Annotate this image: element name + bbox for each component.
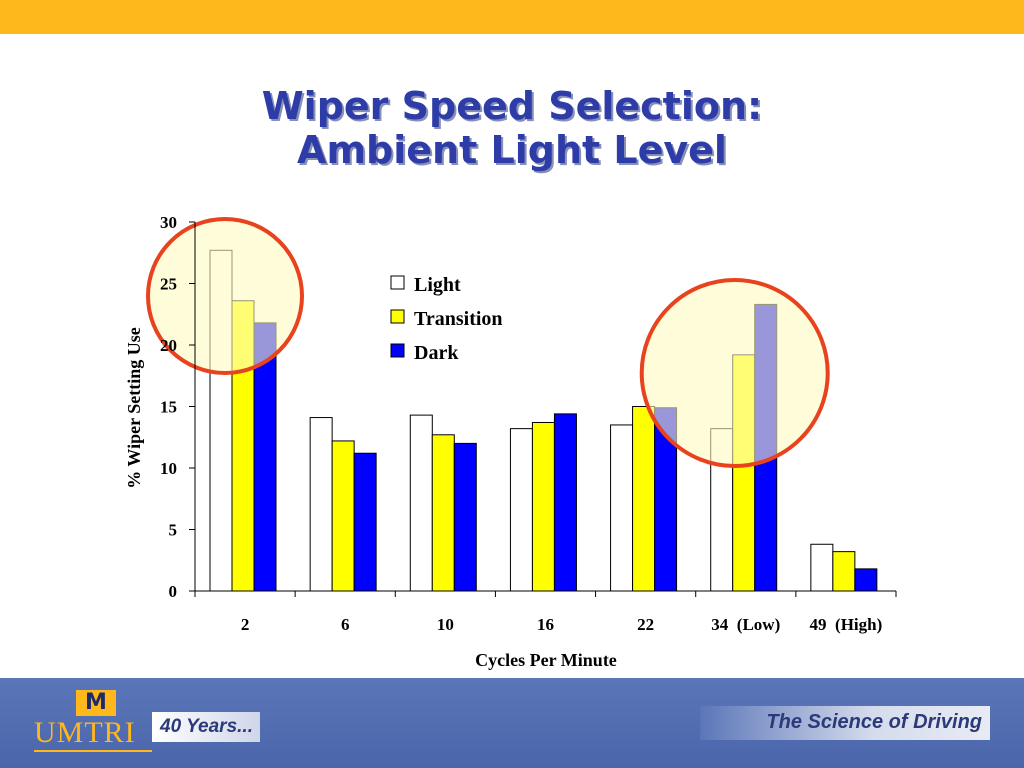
- y-tick-label-25: 25: [160, 275, 177, 294]
- umtri-logo-mark: M: [76, 690, 124, 718]
- logo-underline: [34, 750, 152, 752]
- y-tick-label-10: 10: [160, 459, 177, 478]
- bar-transition-2: [431, 434, 455, 592]
- x-axis-title: Cycles Per Minute: [475, 650, 617, 670]
- bar-transition-4: [632, 406, 656, 592]
- legend-label-dark: Dark: [414, 342, 459, 364]
- highlight-circle-1: [639, 278, 830, 468]
- y-axis-title: % Wiper Setting Use: [124, 327, 144, 489]
- top-accent-bar: [0, 0, 1024, 34]
- slide-title: Wiper Speed Selection: Ambient Light Lev…: [0, 84, 1024, 172]
- bar-dark-3: [553, 413, 577, 592]
- legend-swatch-light: [390, 275, 405, 290]
- y-tick-label-20: 20: [160, 336, 177, 355]
- bar-dark-2: [453, 442, 477, 592]
- legend-label-transition: Transition: [414, 308, 503, 330]
- years-text: 40 Years...: [160, 716, 253, 737]
- bar-transition-1: [331, 440, 355, 592]
- bar-light-1: [309, 417, 333, 592]
- tagline-text: The Science of Driving: [766, 711, 982, 733]
- x-tick-label-5: 34 (Low): [711, 615, 780, 634]
- legend-label-light: Light: [414, 274, 461, 296]
- bar-transition-3: [531, 421, 555, 592]
- umtri-logo-text: UMTRI: [34, 716, 136, 749]
- legend-swatch-transition: [390, 309, 405, 324]
- bar-dark-6: [854, 568, 878, 592]
- x-tick-label-6: 49 (High): [810, 615, 883, 634]
- bar-light-4: [610, 424, 634, 592]
- bar-transition-6: [832, 551, 856, 592]
- y-tick-label-5: 5: [169, 521, 178, 540]
- years-banner: [152, 712, 260, 742]
- tagline-banner: [700, 706, 990, 740]
- bar-chart: 0 5 10 15 20 25 30 2 6 10 16 22 34 (Low) 49 (High) Cyc…: [124, 213, 897, 670]
- title-line-1: Wiper Speed Selection:: [261, 84, 763, 128]
- x-tick-label-4: 22: [637, 615, 654, 634]
- x-tick-label-2: 10: [437, 615, 454, 634]
- legend-swatch-dark: [390, 343, 405, 358]
- bar-light-3: [509, 428, 533, 592]
- y-tick-label-0: 0: [169, 582, 178, 601]
- x-tick-label-3: 16: [537, 615, 554, 634]
- x-tick-label-1: 6: [341, 615, 350, 634]
- bar-dark-1: [353, 452, 377, 592]
- y-tick-label-30: 30: [160, 213, 177, 232]
- title-line-2: Ambient Light Level: [297, 128, 727, 172]
- y-tick-label-15: 15: [160, 398, 177, 417]
- highlight-circle-0: [146, 217, 304, 375]
- block-m-icon: M: [76, 690, 116, 716]
- x-tick-label-0: 2: [241, 615, 250, 634]
- bar-light-6: [810, 543, 834, 592]
- bar-light-2: [409, 414, 433, 592]
